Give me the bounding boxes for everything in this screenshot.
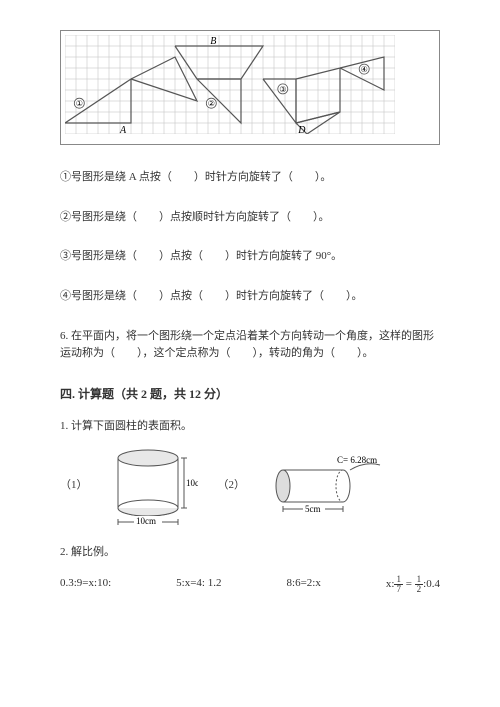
question-6: 6. 在平面内，将一个图形绕一个定点沿着某个方向转动一个角度，这样的图形运动称为… bbox=[60, 328, 440, 363]
ratio-d: x:17 = 12:0.4 bbox=[386, 575, 440, 594]
ratio-d-den2: 2 bbox=[415, 585, 424, 594]
question-2: ②号图形是绕（ ）点按顺时针方向旋转了（ ）。 bbox=[60, 209, 440, 227]
svg-text:④: ④ bbox=[361, 65, 368, 74]
svg-text:②: ② bbox=[208, 99, 215, 108]
cylinder-2-index: （2） bbox=[218, 477, 246, 495]
svg-text:A: A bbox=[119, 125, 127, 134]
question-4: ④号图形是绕（ ）点按（ ）时针方向旋转了（ ）。 bbox=[60, 288, 440, 306]
cyl2-length-label: 5cm bbox=[305, 504, 321, 514]
cylinder-1-index: （1） bbox=[60, 477, 88, 495]
ratio-problems: 0.3:9=x:10: 5:x=4: 1.2 8:6=2:x x:17 = 12… bbox=[60, 575, 440, 594]
svg-text:③: ③ bbox=[279, 85, 286, 94]
ratio-d-post: :0.4 bbox=[423, 578, 440, 590]
cylinder-2-svg: C= 6.28cm 5cm bbox=[265, 451, 385, 521]
problem-2-text: 2. 解比例。 bbox=[60, 544, 440, 562]
svg-text:B: B bbox=[210, 36, 216, 47]
cylinder-1-svg: 10cm 10cm bbox=[108, 446, 198, 526]
ratio-d-pre: x: bbox=[386, 578, 395, 590]
ratio-a: 0.3:9=x:10: bbox=[60, 575, 111, 594]
rotation-grid-figure: ① A B ② ③ ④ D bbox=[60, 30, 440, 145]
cylinder-1: 10cm 10cm bbox=[108, 446, 198, 526]
problem-1-text: 1. 计算下面圆柱的表面积。 bbox=[60, 418, 440, 436]
cyl2-c-label: C= 6.28cm bbox=[337, 455, 377, 465]
question-1: ①号图形是绕 A 点按（ ）时针方向旋转了（ ）。 bbox=[60, 169, 440, 187]
grid-svg: ① A B ② ③ ④ D bbox=[65, 35, 395, 134]
svg-text:D: D bbox=[297, 125, 306, 134]
question-3: ③号图形是绕（ ）点按（ ）时针方向旋转了 90°。 bbox=[60, 248, 440, 266]
ratio-d-den1: 7 bbox=[394, 585, 403, 594]
cyl1-diameter-label: 10cm bbox=[136, 516, 156, 526]
svg-text:①: ① bbox=[76, 99, 83, 108]
ratio-d-mid: = bbox=[403, 578, 415, 590]
ratio-b: 5:x=4: 1.2 bbox=[176, 575, 221, 594]
cylinder-diagrams: （1） 10cm 10cm （2） C= 6. bbox=[60, 446, 440, 526]
cylinder-2: C= 6.28cm 5cm bbox=[265, 451, 385, 521]
section-4-heading: 四. 计算题（共 2 题，共 12 分） bbox=[60, 385, 440, 404]
ratio-c: 8:6=2:x bbox=[287, 575, 321, 594]
cyl1-height-label: 10cm bbox=[186, 478, 198, 488]
